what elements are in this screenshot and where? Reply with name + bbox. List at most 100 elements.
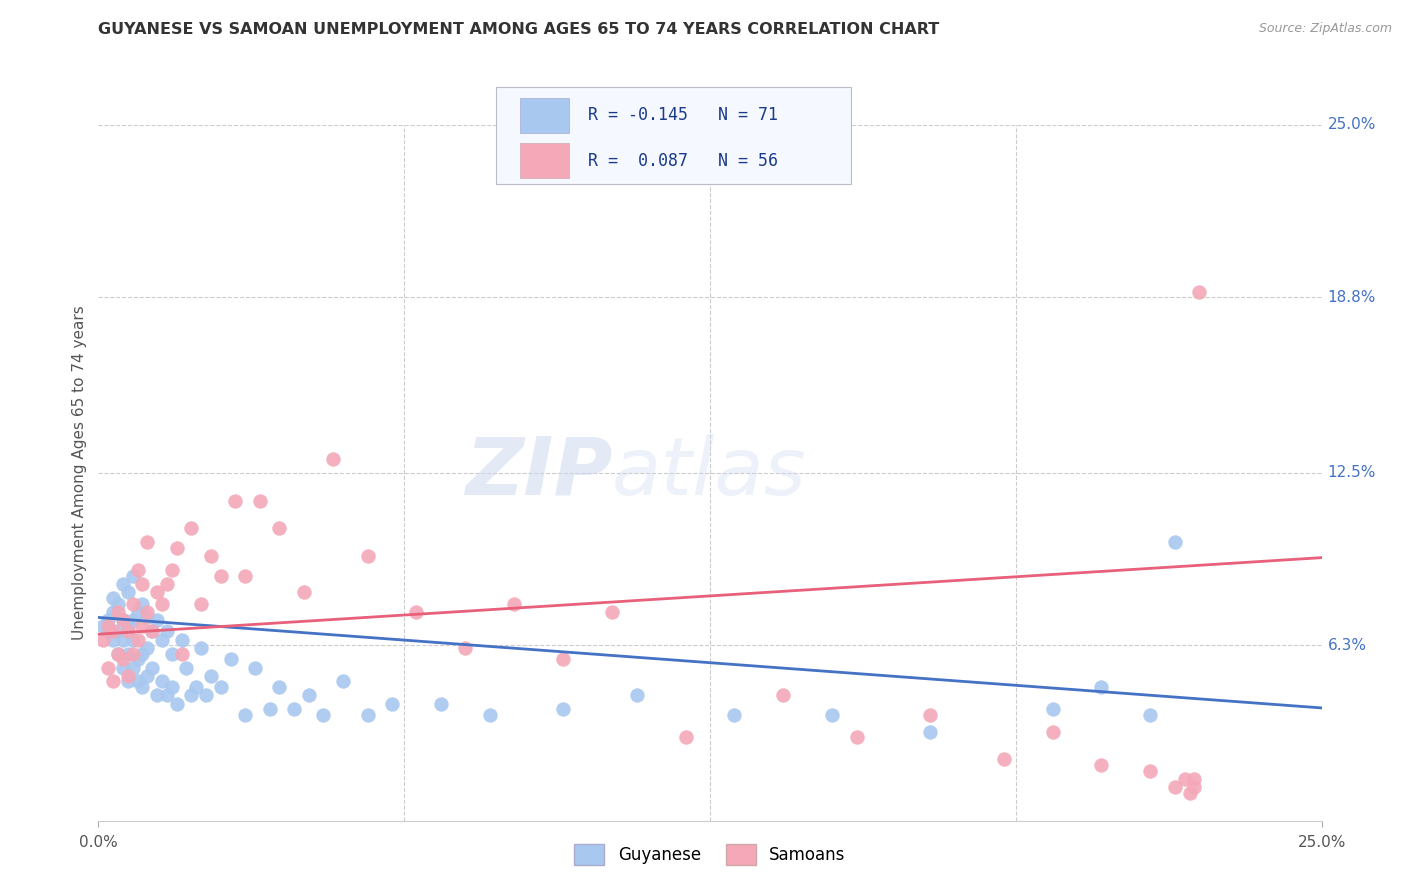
Point — [101, 605, 124, 619]
Point — [259, 702, 281, 716]
Point — [131, 577, 153, 591]
Point — [136, 669, 159, 683]
Text: R = -0.145   N = 71: R = -0.145 N = 71 — [588, 106, 778, 124]
Point — [156, 577, 179, 591]
Point — [111, 613, 134, 627]
Point — [269, 521, 291, 535]
Point — [117, 624, 139, 639]
Point — [91, 632, 114, 647]
Point — [170, 632, 193, 647]
Point — [136, 641, 159, 656]
Point — [111, 652, 134, 666]
Point — [200, 549, 222, 564]
Text: 6.3%: 6.3% — [1327, 638, 1367, 653]
FancyBboxPatch shape — [520, 144, 569, 178]
Point — [1139, 764, 1161, 778]
Point — [101, 674, 124, 689]
Point — [356, 549, 378, 564]
Point — [146, 585, 169, 599]
Text: 12.5%: 12.5% — [1327, 466, 1376, 480]
Point — [121, 660, 143, 674]
Point — [136, 535, 159, 549]
Point — [117, 647, 139, 661]
Point — [136, 605, 159, 619]
Point — [249, 493, 271, 508]
Point — [356, 707, 378, 722]
Point — [675, 730, 697, 744]
Legend: Guyanese, Samoans: Guyanese, Samoans — [568, 838, 852, 871]
Point — [190, 641, 212, 656]
Point — [127, 605, 149, 619]
Point — [107, 647, 129, 661]
Point — [101, 591, 124, 605]
Point — [219, 652, 242, 666]
Text: GUYANESE VS SAMOAN UNEMPLOYMENT AMONG AGES 65 TO 74 YEARS CORRELATION CHART: GUYANESE VS SAMOAN UNEMPLOYMENT AMONG AG… — [98, 22, 939, 37]
Point — [283, 702, 305, 716]
Point — [553, 652, 575, 666]
Point — [107, 647, 129, 661]
Point — [1174, 772, 1197, 786]
Point — [1042, 724, 1064, 739]
Point — [233, 707, 256, 722]
Point — [993, 752, 1015, 766]
Point — [146, 689, 169, 703]
Point — [127, 674, 149, 689]
Point — [111, 577, 134, 591]
Text: ZIP: ZIP — [465, 434, 612, 512]
Point — [381, 697, 404, 711]
Point — [97, 660, 120, 674]
Point — [170, 647, 193, 661]
Point — [160, 563, 183, 577]
Point — [405, 605, 427, 619]
Point — [150, 632, 173, 647]
Point — [626, 689, 648, 703]
Point — [186, 680, 208, 694]
Point — [298, 689, 321, 703]
Point — [117, 674, 139, 689]
Text: atlas: atlas — [612, 434, 807, 512]
Point — [111, 613, 134, 627]
Point — [127, 563, 149, 577]
Point — [200, 669, 222, 683]
Point — [111, 632, 134, 647]
Point — [269, 680, 291, 694]
Point — [233, 568, 256, 582]
Point — [195, 689, 218, 703]
Point — [150, 674, 173, 689]
Point — [141, 624, 163, 639]
Point — [1042, 702, 1064, 716]
Point — [101, 624, 124, 639]
Point — [723, 707, 745, 722]
Point — [131, 647, 153, 661]
Point — [141, 624, 163, 639]
Point — [117, 619, 139, 633]
Point — [131, 619, 153, 633]
Point — [920, 707, 942, 722]
Point — [146, 613, 169, 627]
Point — [121, 613, 143, 627]
Point — [209, 568, 232, 582]
Point — [131, 680, 153, 694]
Point — [1164, 780, 1187, 795]
Point — [141, 660, 163, 674]
Point — [127, 652, 149, 666]
Point — [1184, 780, 1206, 795]
Point — [503, 597, 526, 611]
Point — [292, 585, 315, 599]
Text: R =  0.087   N = 56: R = 0.087 N = 56 — [588, 152, 778, 169]
Point — [156, 624, 179, 639]
Point — [117, 585, 139, 599]
Point — [107, 597, 129, 611]
Point — [131, 597, 153, 611]
Point — [821, 707, 844, 722]
Point — [121, 647, 143, 661]
Point — [121, 632, 143, 647]
Point — [97, 619, 120, 633]
Point — [454, 641, 477, 656]
Y-axis label: Unemployment Among Ages 65 to 74 years: Unemployment Among Ages 65 to 74 years — [72, 305, 87, 640]
Point — [136, 610, 159, 624]
Point — [312, 707, 335, 722]
Point — [600, 605, 623, 619]
FancyBboxPatch shape — [520, 98, 569, 133]
FancyBboxPatch shape — [496, 87, 851, 184]
